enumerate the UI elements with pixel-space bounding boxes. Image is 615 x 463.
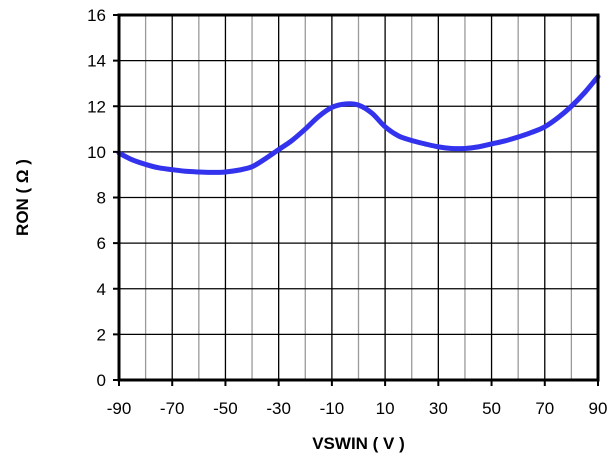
y-tick-label: 4 — [97, 280, 106, 299]
y-axis-title: RON ( Ω ) — [13, 159, 32, 236]
ticks — [113, 14, 599, 386]
y-tick-label: 16 — [87, 6, 106, 25]
x-axis-title: VSWIN ( V ) — [312, 434, 405, 453]
grid — [119, 15, 598, 380]
x-tick-label: 10 — [376, 399, 395, 418]
y-tick-label: 8 — [97, 189, 106, 208]
series-line — [116, 74, 601, 175]
y-tick-label: 14 — [87, 52, 106, 71]
x-tick-label: -30 — [266, 399, 291, 418]
x-tick-label: 30 — [429, 399, 448, 418]
tick-labels: -90 -70 -50 -30 -10 10 30 50 70 90 0 2 4 6 8 10 12 14 16 — [87, 6, 607, 418]
y-tick-label: 12 — [87, 97, 106, 116]
x-tick-label: -70 — [160, 399, 185, 418]
x-tick-label: 90 — [589, 399, 608, 418]
x-tick-label: 50 — [482, 399, 501, 418]
y-tick-label: 6 — [97, 234, 106, 253]
x-tick-label: -90 — [107, 399, 132, 418]
series-layer — [116, 74, 601, 175]
y-tick-label: 0 — [97, 371, 106, 390]
x-tick-label: 70 — [535, 399, 554, 418]
y-tick-label: 2 — [97, 325, 106, 344]
y-tick-label: 10 — [87, 143, 106, 162]
x-tick-label: -10 — [320, 399, 345, 418]
x-tick-label: -50 — [213, 399, 238, 418]
